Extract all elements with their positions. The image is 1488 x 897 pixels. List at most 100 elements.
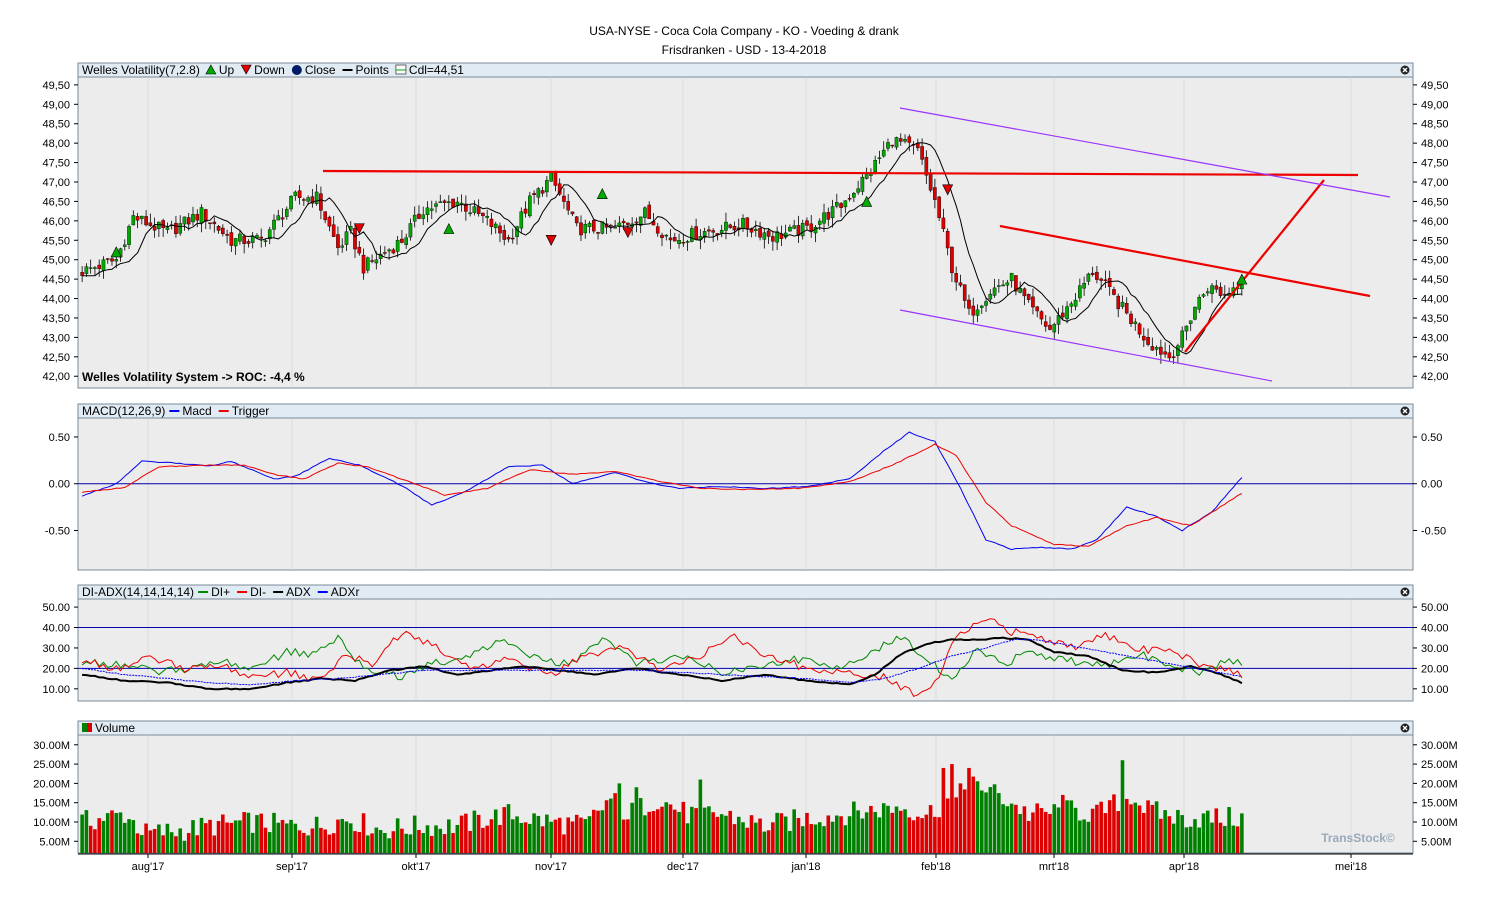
volume-bar — [1116, 811, 1121, 853]
down-triangle-icon — [240, 64, 252, 75]
y-tick-label: 10.00M — [1421, 817, 1458, 829]
candle-body — [979, 305, 984, 308]
candle-body — [280, 217, 285, 220]
candle-body — [975, 309, 980, 316]
candle-body — [886, 142, 890, 149]
candle-body — [506, 237, 511, 240]
volume-bar — [267, 832, 272, 853]
candle-body — [336, 234, 340, 249]
volume-bar — [1073, 807, 1078, 853]
y-tick-label: 42,50 — [1421, 352, 1449, 364]
volume-bar — [1184, 827, 1189, 853]
candle-body — [110, 258, 114, 262]
volume-bar — [199, 817, 204, 853]
volume-bar — [114, 812, 119, 853]
legend-label-1: Down — [254, 63, 285, 77]
macd-panel-title: MACD(12,26,9) — [82, 404, 165, 418]
candle-body — [498, 225, 502, 234]
candle-body — [647, 204, 652, 220]
candle-body — [400, 238, 404, 243]
candle-body — [246, 241, 251, 244]
volume-bar — [532, 813, 536, 853]
y-tick-label: 48,50 — [42, 119, 70, 131]
x-tick-label: okt'17 — [401, 861, 430, 873]
candle-body — [1112, 289, 1116, 295]
candle-body — [489, 218, 494, 227]
volume-bar — [788, 830, 792, 853]
volume-bar — [992, 784, 997, 853]
candle-body — [502, 230, 507, 240]
candle-body — [928, 173, 933, 191]
candle-body — [1043, 321, 1048, 327]
volume-bar — [1056, 807, 1061, 853]
candle-body — [519, 211, 524, 229]
candle-body — [404, 237, 408, 245]
volume-bar — [574, 814, 579, 853]
y-tick-label: 46,50 — [42, 196, 70, 208]
volume-bar — [1052, 804, 1057, 853]
candle-body — [331, 224, 336, 237]
volume-bar — [212, 835, 217, 853]
candle-body — [1197, 297, 1202, 310]
candle-body — [242, 235, 246, 244]
candle-body — [971, 305, 976, 316]
candle-body — [574, 216, 579, 224]
volume-bar — [361, 813, 366, 853]
diadx-panel-plot — [78, 618, 1413, 698]
candle-body — [852, 193, 856, 198]
volume-bar — [510, 819, 515, 853]
candle-body — [203, 209, 208, 222]
y-tick-label: 47,50 — [42, 158, 70, 170]
candle-body — [655, 226, 660, 234]
candle-body — [208, 222, 212, 224]
candle-body — [233, 238, 238, 247]
volume-bar — [741, 822, 745, 853]
volume-bar — [105, 813, 110, 853]
y-tick-label: 5.00M — [39, 836, 70, 848]
volume-bar — [962, 789, 967, 853]
volume-bar — [1218, 822, 1223, 853]
candle-body — [1014, 275, 1018, 292]
volume-bar — [1095, 804, 1099, 853]
volume-bar — [1133, 802, 1138, 853]
volume-bar — [677, 811, 681, 853]
volume-bar — [971, 776, 976, 853]
candle-body — [1060, 312, 1065, 318]
candle-body — [1146, 337, 1150, 345]
volume-bar — [203, 823, 208, 853]
candle-body — [438, 201, 443, 203]
volume-bar — [728, 810, 733, 853]
chart-title-line1: USA-NYSE - Coca Cola Company - KO - Voed… — [589, 24, 899, 38]
candle-body — [894, 137, 899, 148]
volume-panel-title: Volume — [95, 721, 135, 735]
volume-bar — [144, 823, 148, 853]
volume-bar — [438, 828, 443, 853]
y-tick-label: 20.00M — [1421, 778, 1458, 790]
candle-body — [967, 299, 971, 309]
candle-body — [80, 272, 84, 276]
candle-body — [1167, 352, 1172, 359]
macd-panel-plot — [78, 431, 1413, 551]
volume-bar — [771, 822, 775, 853]
y-tick-label: 48,00 — [1421, 138, 1449, 150]
candle-body — [719, 229, 724, 234]
volume-bar — [809, 824, 814, 853]
volume-bar — [924, 814, 929, 853]
volume-bar — [314, 816, 319, 853]
volume-bar — [131, 820, 136, 853]
candle-body — [664, 234, 669, 237]
candle-body — [707, 229, 711, 232]
volume-bar — [468, 830, 472, 853]
volume-bar — [476, 814, 481, 853]
y-tick-label: 20.00 — [42, 663, 70, 675]
volume-bar — [579, 817, 583, 853]
volume-bar — [259, 813, 263, 853]
candle-body — [114, 259, 119, 262]
candle-body — [903, 138, 907, 142]
volume-bar — [762, 831, 767, 853]
volume-bar — [711, 812, 715, 853]
y-tick-label: 47,50 — [1421, 158, 1449, 170]
macd-series-trigger — [82, 443, 1243, 547]
candle-body — [562, 195, 566, 202]
volume-bar — [566, 817, 570, 853]
